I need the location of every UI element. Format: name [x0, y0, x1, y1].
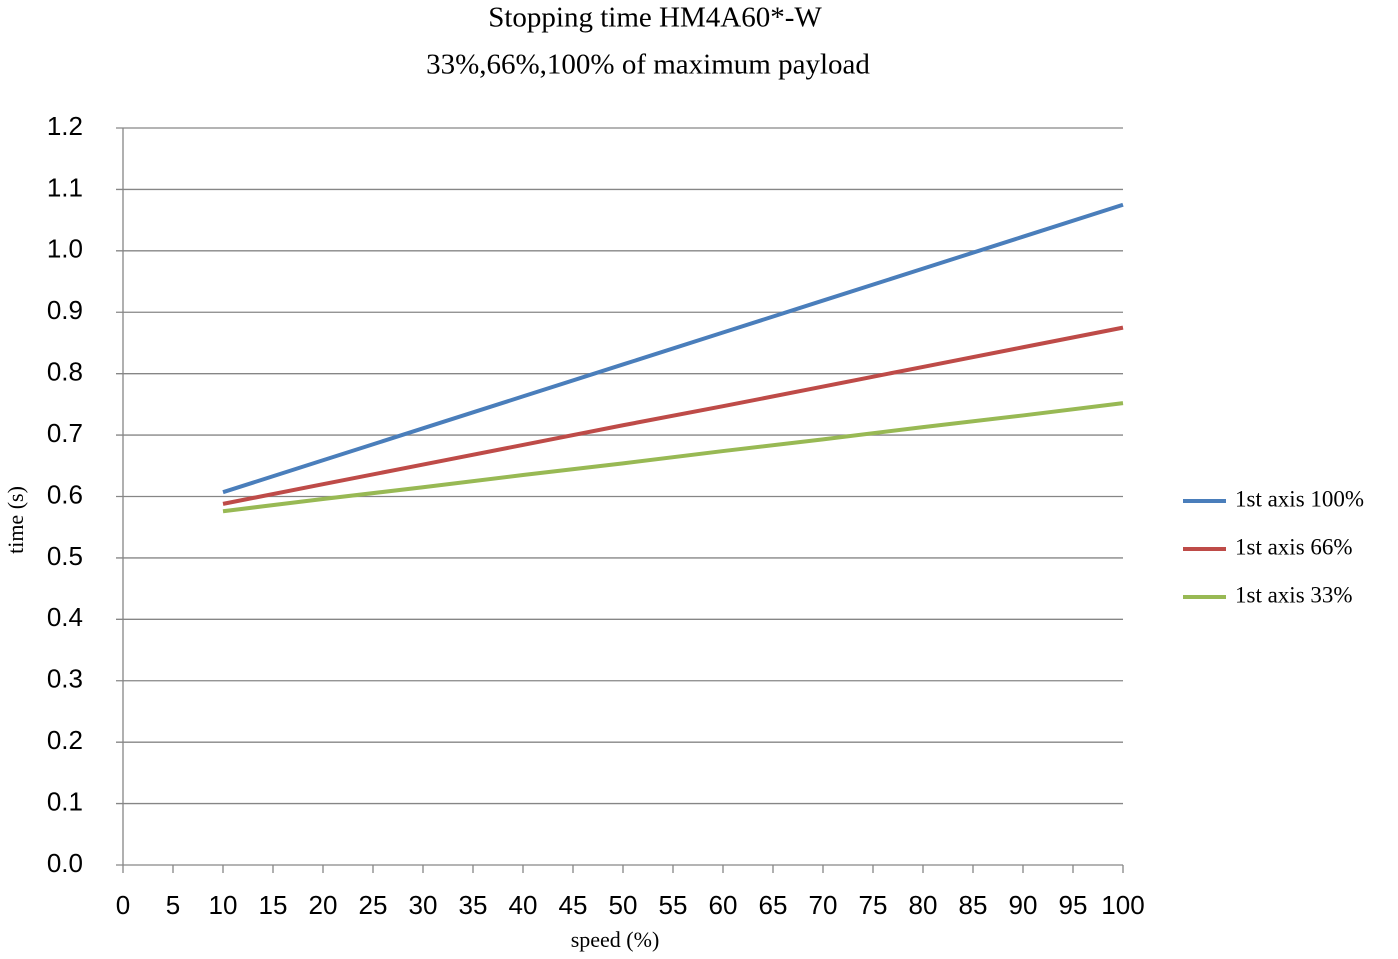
x-tick-label: 90 — [1009, 890, 1038, 920]
x-tick-label: 85 — [959, 890, 988, 920]
y-tick-label: 0.2 — [47, 725, 83, 755]
x-tick-label: 0 — [116, 890, 130, 920]
x-axis-title: speed (%) — [571, 927, 660, 952]
legend-label: 1st axis 33% — [1235, 582, 1353, 607]
x-tick-label: 55 — [659, 890, 688, 920]
x-tick-label: 50 — [609, 890, 638, 920]
y-tick-label: 0.7 — [47, 418, 83, 448]
x-tick-label: 75 — [859, 890, 888, 920]
y-tick-label: 1.1 — [47, 172, 83, 202]
x-tick-label: 80 — [909, 890, 938, 920]
y-tick-label: 0.0 — [47, 848, 83, 878]
legend-label: 1st axis 66% — [1235, 534, 1353, 559]
x-tick-label: 20 — [309, 890, 338, 920]
x-tick-label: 15 — [259, 890, 288, 920]
y-tick-label: 1.2 — [47, 111, 83, 141]
y-tick-label: 0.4 — [47, 602, 83, 632]
y-tick-label: 0.9 — [47, 295, 83, 325]
y-tick-label: 0.8 — [47, 357, 83, 387]
x-tick-label: 10 — [209, 890, 238, 920]
y-tick-label: 1.0 — [47, 234, 83, 264]
x-tick-label: 100 — [1101, 890, 1144, 920]
x-tick-label: 25 — [359, 890, 388, 920]
series-line — [222, 202, 1124, 495]
y-tick-label: 0.3 — [47, 664, 83, 694]
legend-label: 1st axis 100% — [1235, 486, 1364, 511]
chart-subtitle: 33%,66%,100% of maximum payload — [426, 49, 870, 81]
x-tick-label: 60 — [709, 890, 738, 920]
x-tick-label: 65 — [759, 890, 788, 920]
chart-title: Stopping time HM4A60*-W — [488, 2, 822, 34]
y-tick-label: 0.6 — [47, 479, 83, 509]
x-tick-label: 30 — [409, 890, 438, 920]
y-tick-label: 0.5 — [47, 541, 83, 571]
series-line — [222, 401, 1124, 514]
series-line — [222, 325, 1124, 506]
x-tick-label: 5 — [166, 890, 180, 920]
y-tick-label: 0.1 — [47, 786, 83, 816]
x-tick-label: 35 — [459, 890, 488, 920]
x-tick-label: 70 — [809, 890, 838, 920]
x-tick-label: 45 — [559, 890, 588, 920]
x-tick-label: 95 — [1059, 890, 1088, 920]
y-axis-title: time (s) — [3, 486, 28, 554]
x-tick-label: 40 — [509, 890, 538, 920]
